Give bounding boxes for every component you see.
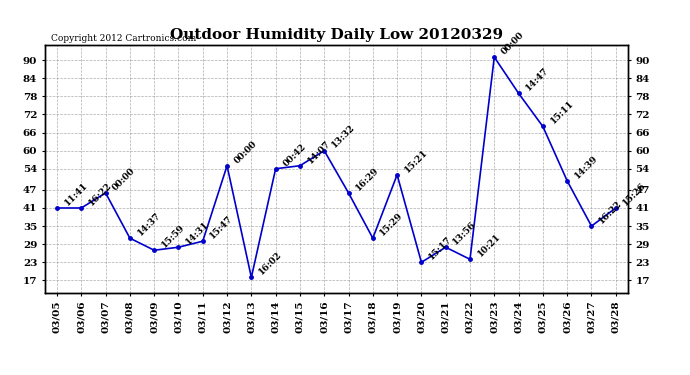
Text: 16:29: 16:29 — [354, 165, 381, 192]
Text: 16:02: 16:02 — [257, 250, 284, 277]
Text: 13:56: 13:56 — [451, 220, 478, 246]
Text: 15:59: 15:59 — [159, 223, 186, 249]
Text: Copyright 2012 Cartronics.com: Copyright 2012 Cartronics.com — [50, 33, 196, 42]
Text: 15:47: 15:47 — [208, 214, 235, 240]
Text: 15:21: 15:21 — [403, 147, 429, 174]
Text: 14:39: 14:39 — [573, 153, 600, 180]
Text: 14:31: 14:31 — [184, 220, 211, 246]
Text: 10:21: 10:21 — [475, 232, 502, 258]
Text: 00:00: 00:00 — [233, 139, 259, 165]
Text: 15:29: 15:29 — [378, 211, 405, 237]
Text: 00:00: 00:00 — [500, 30, 526, 56]
Title: Outdoor Humidity Daily Low 20120329: Outdoor Humidity Daily Low 20120329 — [170, 28, 503, 42]
Text: 14:37: 14:37 — [135, 211, 162, 237]
Text: 14:47: 14:47 — [524, 66, 551, 93]
Text: 16:22: 16:22 — [597, 199, 624, 225]
Text: 15:26: 15:26 — [621, 180, 648, 207]
Text: 15:11: 15:11 — [549, 99, 575, 126]
Text: 16:22: 16:22 — [87, 180, 114, 207]
Text: 11:41: 11:41 — [63, 180, 89, 207]
Text: 00:00: 00:00 — [111, 166, 137, 192]
Text: 13:32: 13:32 — [330, 123, 357, 150]
Text: 15:17: 15:17 — [427, 235, 453, 261]
Text: 14:07: 14:07 — [306, 138, 332, 165]
Text: 00:42: 00:42 — [282, 142, 308, 168]
